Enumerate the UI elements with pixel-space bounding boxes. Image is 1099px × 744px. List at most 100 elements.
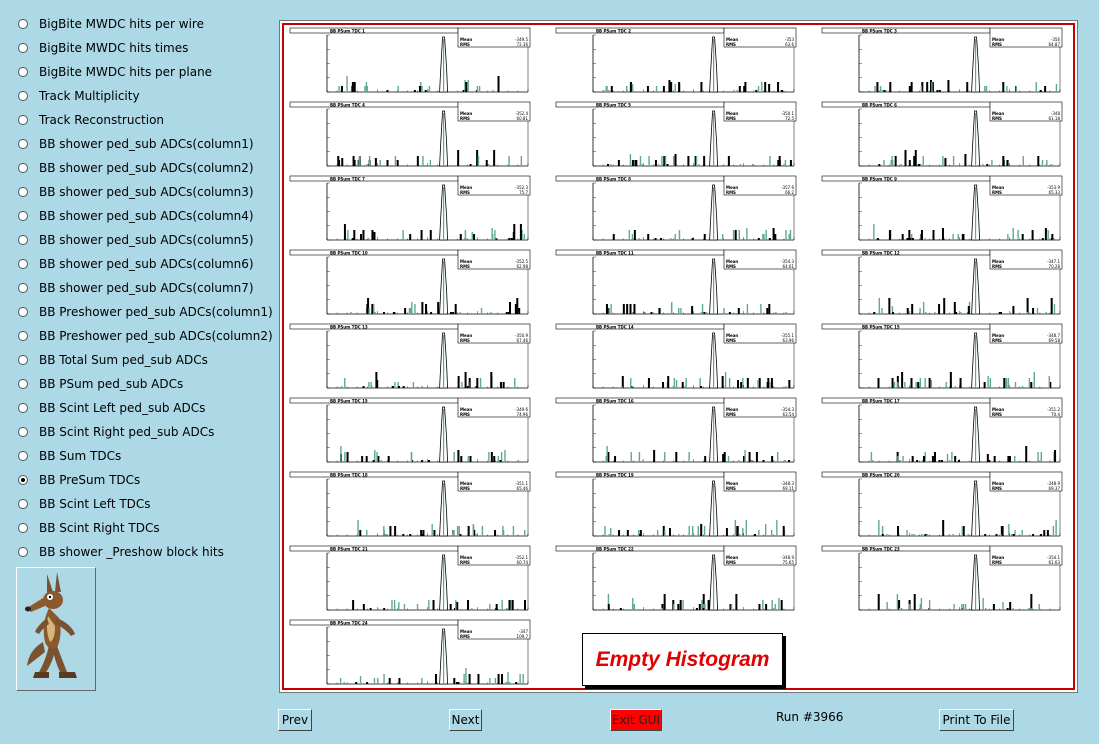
radio-unselected-icon[interactable] [18,19,28,29]
histogram-pad[interactable]: BB PSum TDC 18 Mean -351.1 RMS 65.46 [289,471,531,537]
radio-option-label: BB shower ped_sub ADCs(column2) [39,161,254,175]
histogram-pad[interactable]: BB PSum TDC 4 Mean -352.4 RMS 60.81 [289,101,531,167]
histogram-pad[interactable]: BB PSum TDC 5 Mean -350.1 RMS 72.5 [555,101,797,167]
next-button[interactable]: Next [449,709,482,731]
histogram-bin [1012,608,1014,610]
histogram-pad[interactable]: BB PSum TDC 24 Mean -347 RMS 109.7 [289,619,531,685]
radio-option[interactable]: BB shower _Preshow block hits [14,540,276,564]
histogram-bin [1052,526,1055,536]
radio-selected-icon[interactable] [18,475,28,485]
exit-gui-button[interactable]: Exit GUI [610,709,662,731]
histogram-bin [721,376,724,388]
radio-unselected-icon[interactable] [18,355,28,365]
histogram-pad[interactable]: BB PSum TDC 7 Mean -352.3 RMS 75.7 [289,175,531,241]
histogram-pad[interactable]: BB PSum TDC 16 Mean -354.3 RMS 63.54 [555,397,797,463]
histogram-pad[interactable]: BB PSum TDC 14 Mean -355.1 RMS 63.96 [555,323,797,389]
radio-unselected-icon[interactable] [18,331,28,341]
radio-option[interactable]: BigBite MWDC hits per wire [14,12,276,36]
radio-option[interactable]: BB shower ped_sub ADCs(column6) [14,252,276,276]
radio-option[interactable]: BB shower ped_sub ADCs(column7) [14,276,276,300]
histogram-pad[interactable]: BB PSum TDC 15 Mean -348.7 RMS 69.58 [821,323,1063,389]
radio-option[interactable]: BB Scint Left ped_sub ADCs [14,396,276,420]
radio-unselected-icon[interactable] [18,283,28,293]
histogram-pad[interactable]: BB PSum TDC 22 Mean -348.9 RMS 75.65 [555,545,797,611]
radio-unselected-icon[interactable] [18,67,28,77]
histogram-pad[interactable]: BB PSum TDC 6 Mean -348 RMS 61.18 [821,101,1063,167]
radio-unselected-icon[interactable] [18,91,28,101]
histogram-bin [729,604,732,610]
stats-rms-value: 72.5 [785,116,794,121]
radio-unselected-icon[interactable] [18,235,28,245]
histogram-bin [1014,530,1016,536]
radio-option[interactable]: BB Scint Right TDCs [14,516,276,540]
radio-unselected-icon[interactable] [18,115,28,125]
histogram-canvas[interactable]: BB PSum TDC 1 Mean -349.5 RMS 72.36 BB PSum T… [282,23,1075,690]
histogram-pad[interactable]: BB PSum TDC 3 Mean -356 RMS 64.87 [821,27,1063,93]
histogram-bin [383,608,386,610]
histogram-pad[interactable]: BB PSum TDC 23 Mean -354.1 RMS 61.63 [821,545,1063,611]
radio-option[interactable]: BB shower ped_sub ADCs(column3) [14,180,276,204]
histogram-pad[interactable]: BB PSum TDC 9 Mean -353.9 RMS 65.33 [821,175,1063,241]
histogram-pad[interactable]: BB PSum TDC 11 Mean -354.3 RMS 64.61 [555,249,797,315]
radio-option[interactable]: Track Reconstruction [14,108,276,132]
radio-option[interactable]: BB Preshower ped_sub ADCs(column2) [14,324,276,348]
histogram-bin [784,460,787,462]
radio-unselected-icon[interactable] [18,379,28,389]
histogram-bin [508,238,511,240]
histogram-bin [910,378,913,388]
prev-button[interactable]: Prev [278,709,312,731]
radio-unselected-icon[interactable] [18,523,28,533]
radio-unselected-icon[interactable] [18,139,28,149]
radio-option[interactable]: BB PreSum TDCs [14,468,276,492]
radio-unselected-icon[interactable] [18,403,28,413]
histogram-pad[interactable]: BB PSum TDC 12 Mean -347.1 RMS 70.28 [821,249,1063,315]
radio-unselected-icon[interactable] [18,43,28,53]
histogram-pad[interactable]: BB PSum TDC 21 Mean -352.1 RMS 60.74 [289,545,531,611]
histogram-pad[interactable]: BB PSum TDC 1 Mean -349.5 RMS 72.36 [289,27,531,93]
histogram-bin [365,456,368,462]
histogram-pad[interactable]: BB PSum TDC 8 Mean -357.6 RMS 66.2 [555,175,797,241]
print-to-file-button[interactable]: Print To File [939,709,1014,731]
histogram-bin [772,386,774,388]
radio-unselected-icon[interactable] [18,307,28,317]
histogram-pad[interactable]: BB PSum TDC 10 Mean -352.5 RMS 62.98 [289,249,531,315]
radio-option[interactable]: Track Multiplicity [14,84,276,108]
histogram-bin [765,230,767,240]
histogram-bin [371,230,374,240]
histogram-bin [730,604,733,610]
histogram-bin [654,160,657,166]
histogram-bin [1032,534,1035,536]
radio-option[interactable]: BB shower ped_sub ADCs(column5) [14,228,276,252]
histogram-bin [1007,234,1009,240]
radio-unselected-icon[interactable] [18,547,28,557]
histogram-bin [952,534,954,536]
histogram-pad[interactable]: BB PSum TDC 2 Mean -353 RMS 63.6 [555,27,797,93]
radio-option[interactable]: BB Scint Left TDCs [14,492,276,516]
histogram-pad[interactable]: BB PSum TDC 13 Mean -350.9 RMS 67.46 [289,323,531,389]
radio-option[interactable]: BigBite MWDC hits times [14,36,276,60]
histogram-pad[interactable]: BB PSum TDC 19 Mean -348.3 RMS 69.11 [555,471,797,537]
histogram-bin [515,682,518,684]
radio-option[interactable]: BB Preshower ped_sub ADCs(column1) [14,300,276,324]
radio-unselected-icon[interactable] [18,451,28,461]
histogram-pad[interactable]: BB PSum TDC 20 Mean -348.9 RMS 69.37 [821,471,1063,537]
radio-unselected-icon[interactable] [18,163,28,173]
radio-option[interactable]: BB shower ped_sub ADCs(column1) [14,132,276,156]
radio-unselected-icon[interactable] [18,259,28,269]
radio-option[interactable]: BB shower ped_sub ADCs(column4) [14,204,276,228]
radio-unselected-icon[interactable] [18,187,28,197]
radio-option[interactable]: BigBite MWDC hits per plane [14,60,276,84]
histogram-pad[interactable]: BB PSum TDC 17 Mean -351.2 RMS 70.4 [821,397,1063,463]
radio-option[interactable]: BB Sum TDCs [14,444,276,468]
histogram-bin [501,674,504,684]
radio-option[interactable]: BB shower ped_sub ADCs(column2) [14,156,276,180]
radio-option[interactable]: BB Total Sum ped_sub ADCs [14,348,276,372]
radio-unselected-icon[interactable] [18,211,28,221]
histogram-pad[interactable]: BB PSum TDC 15 Mean -349.6 RMS 74.96 [289,397,531,463]
radio-option[interactable]: BB Scint Right ped_sub ADCs [14,420,276,444]
histogram-bin [943,298,946,314]
radio-unselected-icon[interactable] [18,499,28,509]
histogram-bin [673,604,675,610]
radio-option[interactable]: BB PSum ped_sub ADCs [14,372,276,396]
radio-unselected-icon[interactable] [18,427,28,437]
